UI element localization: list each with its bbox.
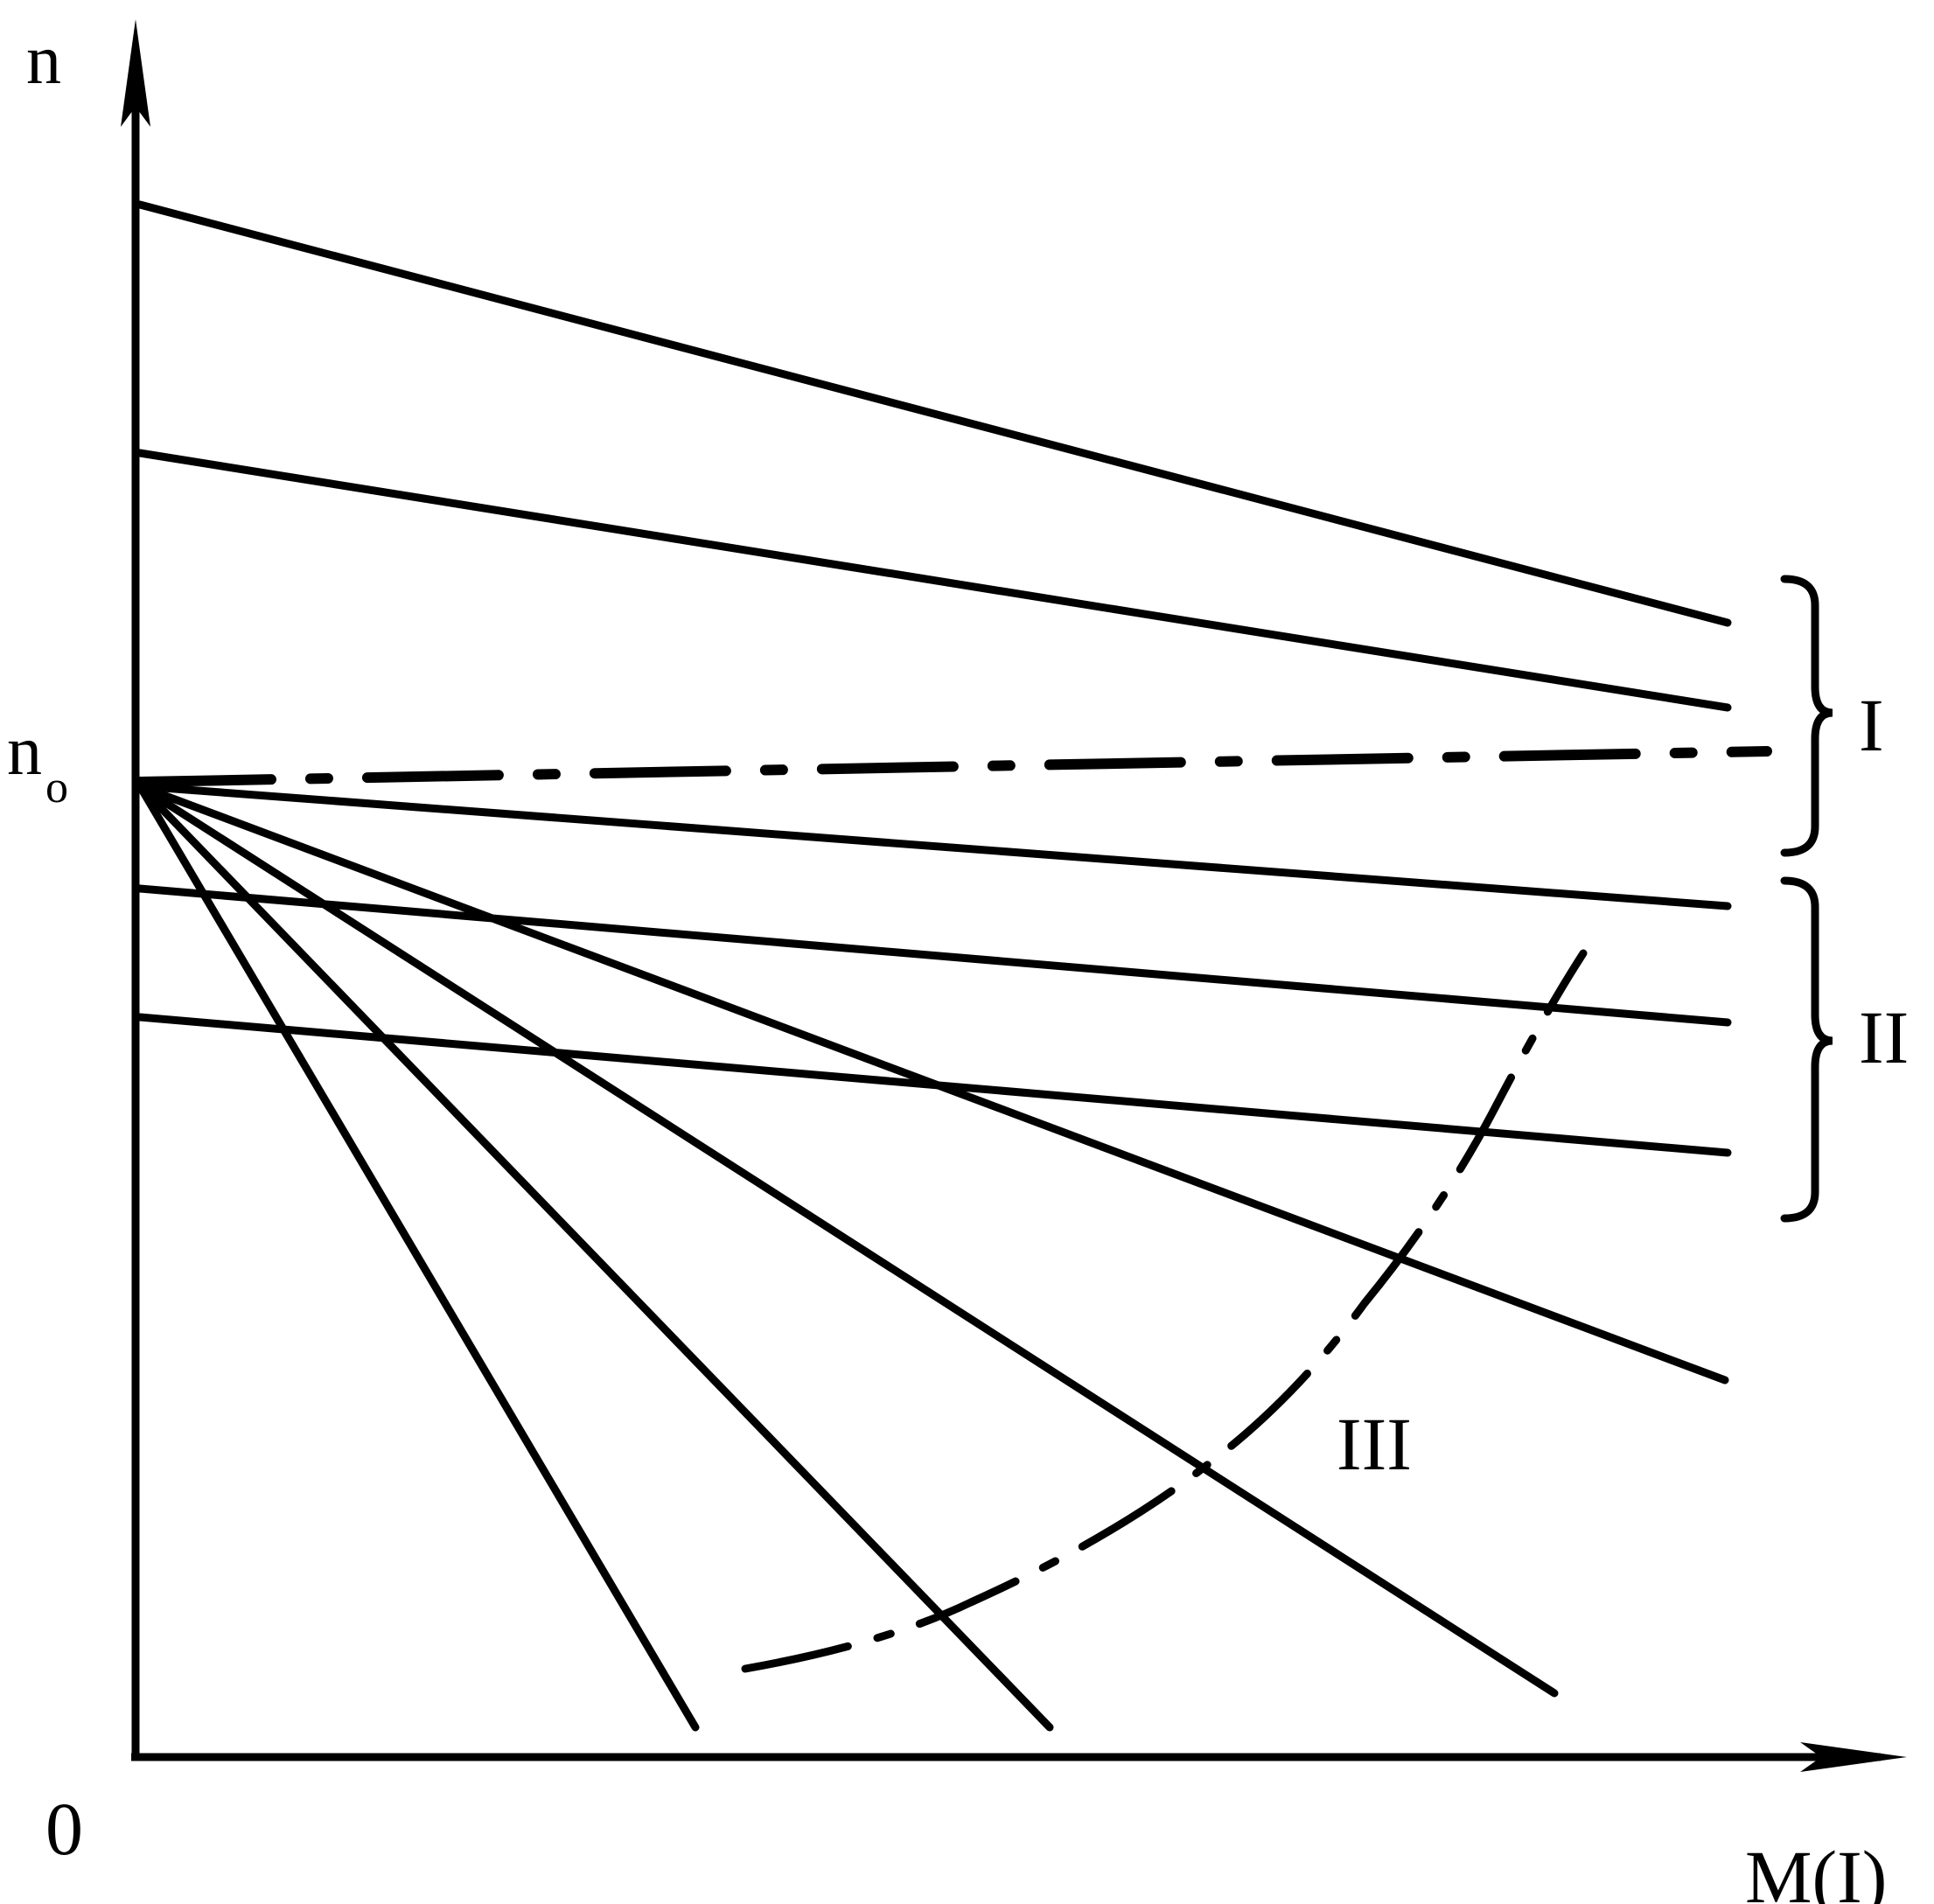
- n0-label-sub: o: [45, 763, 68, 813]
- group-3-line-4: [136, 782, 700, 1732]
- group-3-line-3: [136, 782, 1054, 1732]
- origin-label: 0: [45, 1787, 83, 1871]
- limit-curve-dashdot: [741, 949, 1588, 1673]
- group-1-line-lower: [136, 449, 1732, 712]
- group-3-line-1: [136, 782, 1729, 1384]
- brace-group-2: [1780, 876, 1833, 1223]
- group-1-line-upper: [136, 200, 1732, 627]
- group-3-line-2: [136, 782, 1559, 1698]
- y-axis-arrow: [121, 19, 150, 127]
- x-axis-arrow: [1800, 1742, 1907, 1772]
- group-1-label: I: [1859, 683, 1884, 767]
- group-2-lines: [136, 782, 1732, 1157]
- natural-characteristic-dashdot: [135, 746, 1772, 787]
- group-1-lines: [136, 200, 1732, 712]
- group-2-line-1: [136, 782, 1732, 910]
- n0-label-main: n: [7, 713, 42, 790]
- axes: [131, 61, 1881, 1761]
- x-axis-label: M(I): [1745, 1835, 1887, 1904]
- group-2-label: II: [1859, 995, 1909, 1079]
- n0-label: no: [7, 713, 68, 813]
- group-3-lines: [136, 782, 1729, 1732]
- group-3-label: III: [1337, 1402, 1412, 1486]
- group-2-line-2: [136, 884, 1732, 1027]
- y-axis-label: n: [26, 22, 61, 99]
- brace-group-1: [1780, 575, 1833, 857]
